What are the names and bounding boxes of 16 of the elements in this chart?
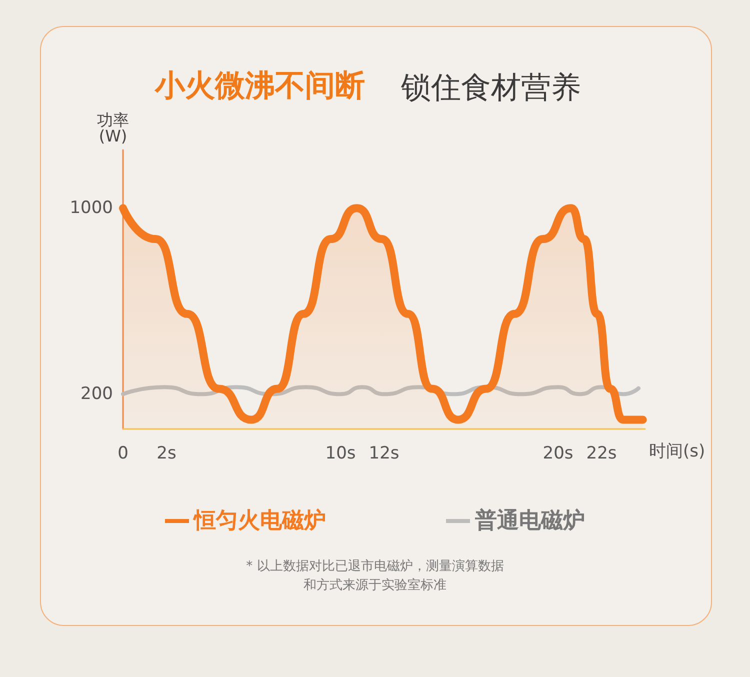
y-axis-title: 功率 (W) (97, 110, 129, 146)
y-tick-label: 1000 (70, 198, 113, 218)
y-tick-label: 200 (80, 384, 113, 404)
legend-label: 普通电磁炉 (474, 508, 585, 534)
x-tick-label: 10s (325, 444, 356, 464)
x-tick-label: 0 (118, 444, 128, 464)
chart-subtitle: 锁住食材营养 (400, 70, 581, 106)
x-tick-label: 20s (542, 444, 574, 464)
x-tick-label: 2s (156, 444, 176, 464)
x-axis-title: 时间(s) (649, 442, 706, 462)
x-tick-label: 22s (586, 444, 617, 464)
text: * 以上数据对比已退市电磁炉，测量演算数据 (246, 559, 504, 574)
chart-title: 小火微沸不间断 (154, 68, 365, 104)
x-tick-label: 12s (368, 444, 400, 464)
legend-label: 恒匀火电磁炉 (192, 508, 326, 534)
text: 和方式来源于实验室标准 (304, 577, 446, 593)
